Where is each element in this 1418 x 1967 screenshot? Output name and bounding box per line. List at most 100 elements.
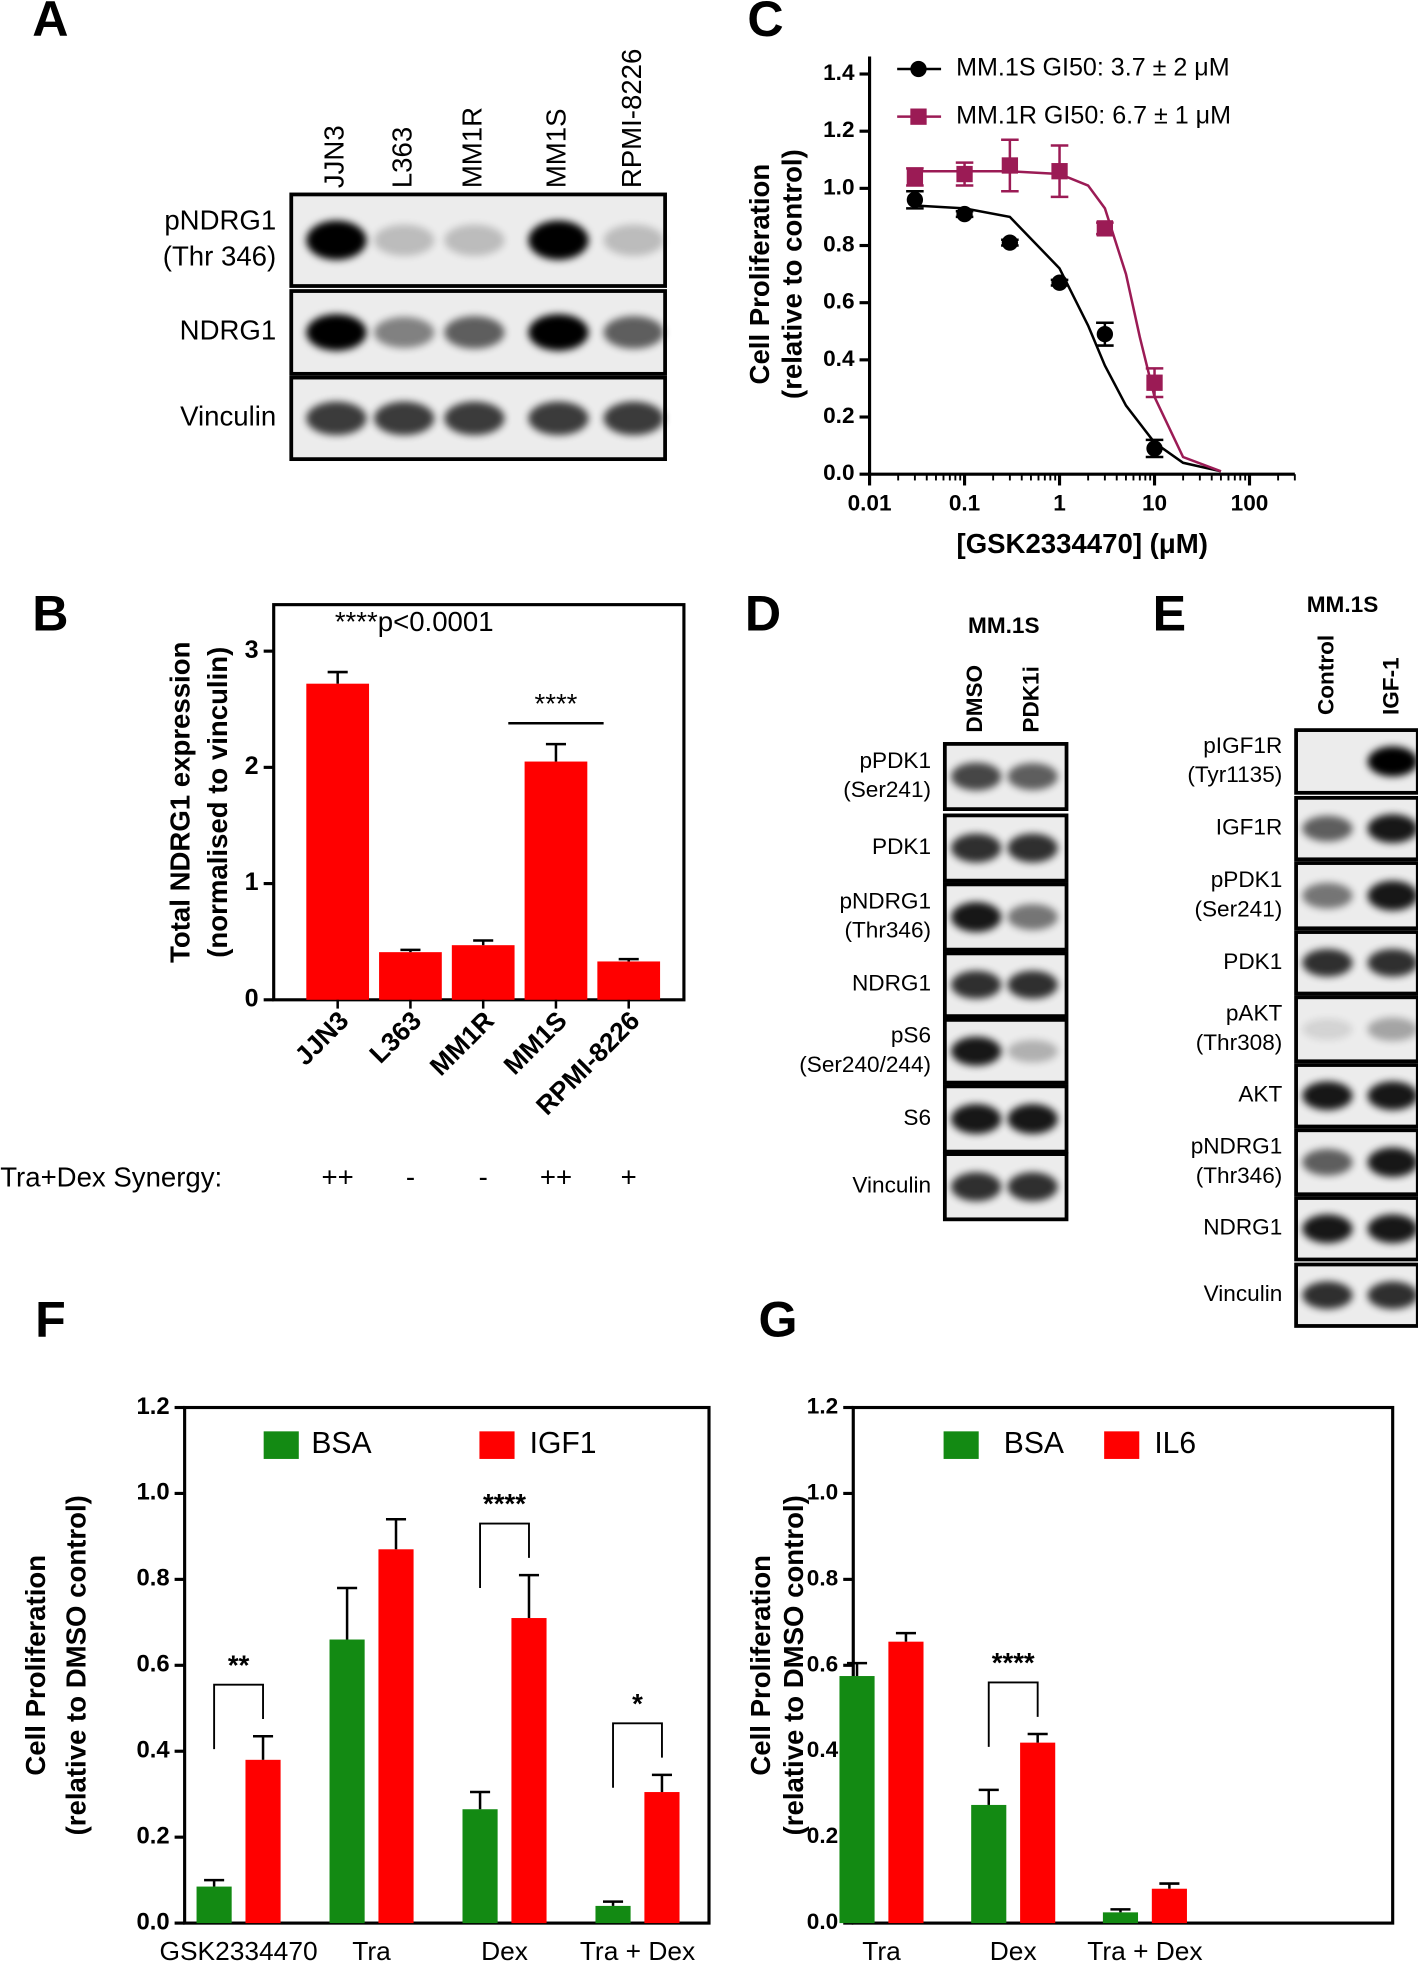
blot-band [951, 762, 1002, 791]
x-tick-label: 10 [1142, 490, 1167, 515]
y-tick-label: 0.8 [136, 1565, 169, 1592]
y-axis-label: (relative to DMSO control) [778, 1495, 809, 1835]
legend-swatch [943, 1431, 979, 1459]
x-tick-label: Tra [352, 1936, 391, 1966]
marker [956, 165, 973, 183]
blot-band [1367, 1017, 1418, 1042]
blot-band [951, 970, 1002, 999]
y-tick-label: 1.0 [136, 1479, 169, 1506]
legend-label: MM.1S GI50: 3.7 ± 2 μM [956, 54, 1230, 82]
lane-label: MM1R [457, 107, 488, 188]
row-label: Vinculin [180, 401, 276, 432]
x-axis-label: [GSK2334470] (μM) [957, 528, 1208, 559]
row-label: (Thr308) [1196, 1030, 1283, 1055]
marker [1001, 157, 1019, 174]
y-tick-label: 2 [245, 752, 259, 780]
row-label: (Ser241) [843, 777, 931, 802]
row-label: (Thr 346) [163, 240, 276, 271]
blot-band [1302, 815, 1353, 842]
row-label: pNDRG1 [839, 888, 931, 913]
y-tick-label: 0.2 [136, 1822, 169, 1849]
bar [524, 761, 588, 1000]
marker [1051, 163, 1068, 180]
y-tick-label: 0.0 [136, 1908, 169, 1935]
synergy-value: + [621, 1161, 637, 1192]
x-tick-label: 100 [1231, 490, 1269, 515]
blot-band [1367, 814, 1418, 843]
blot-band [1007, 1172, 1058, 1202]
blot-band [1367, 1214, 1418, 1244]
x-tick-label: 0.1 [949, 490, 980, 515]
blot-band [1007, 1104, 1058, 1134]
significance-bracket [213, 1683, 264, 1750]
blot-band [1302, 948, 1353, 977]
significance-label: ** [228, 1649, 250, 1680]
blot-band [1302, 1281, 1353, 1310]
blot-band [951, 1036, 1002, 1066]
blot-header: MM.1S [1307, 592, 1379, 617]
blot-band [1302, 1081, 1353, 1111]
blot-band [374, 316, 435, 348]
y-tick-label: 0.6 [807, 1651, 838, 1676]
y-tick-label: 0.4 [807, 1737, 839, 1762]
y-tick-label: 0.8 [823, 231, 854, 256]
x-tick-label: JJN3 [289, 1005, 355, 1071]
row-label: S6 [903, 1105, 931, 1130]
y-axis-label: Cell Proliferation [745, 1555, 776, 1776]
x-tick-label: Dex [481, 1936, 528, 1966]
bar [329, 1639, 365, 1924]
panel-label: C [747, 0, 783, 47]
y-tick-label: 1.2 [136, 1393, 169, 1420]
blot-band [374, 224, 435, 256]
legend-label: IL6 [1154, 1427, 1196, 1460]
lane-label: RPMI-8226 [616, 49, 647, 188]
synergy-value: ++ [540, 1161, 572, 1192]
legend-label: IGF1 [530, 1427, 597, 1460]
legend-label: MM.1R GI50: 6.7 ± 1 μM [956, 101, 1231, 129]
row-label: PDK1 [872, 834, 931, 859]
y-tick-label: 3 [245, 636, 259, 664]
legend-swatch [263, 1431, 299, 1459]
marker [1146, 374, 1163, 391]
synergy-value: - [406, 1161, 415, 1192]
bar [1151, 1888, 1187, 1924]
blot-band [1302, 882, 1353, 909]
panel-label: A [32, 0, 68, 47]
blot-header: MM.1S [968, 613, 1040, 638]
y-tick-label: 1.0 [807, 1479, 838, 1504]
row-label: (Thr346) [844, 918, 931, 943]
blot-band [1367, 948, 1418, 977]
blot-band [951, 1172, 1002, 1202]
blot-band [1367, 1281, 1418, 1310]
y-axis-label: Cell Proliferation [20, 1555, 51, 1776]
row-label: (Thr346) [1196, 1163, 1283, 1188]
blot-band [1007, 904, 1058, 930]
y-tick-label: 1 [245, 868, 259, 896]
row-label: pIGF1R [1203, 733, 1282, 758]
blot-band [1007, 970, 1058, 999]
bar [379, 952, 442, 1000]
row-label: pNDRG1 [1191, 1134, 1283, 1159]
significance-bracket [987, 1681, 1039, 1747]
row-label: NDRG1 [1203, 1215, 1282, 1240]
marker [1001, 234, 1019, 251]
panel-label: G [758, 1292, 797, 1348]
y-tick-label: 1.2 [823, 117, 854, 142]
significance-label: * [632, 1688, 643, 1719]
row-label: NDRG1 [852, 971, 931, 996]
bar [644, 1792, 680, 1924]
row-label: pNDRG1 [164, 205, 276, 236]
significance-bracket [612, 1722, 663, 1788]
bar [306, 683, 370, 1000]
row-label: pPDK1 [1211, 867, 1283, 892]
marker [1096, 220, 1114, 237]
synergy-value: - [479, 1161, 488, 1192]
synergy-value: ++ [322, 1161, 354, 1192]
bar [1020, 1742, 1056, 1924]
marker [1146, 440, 1163, 457]
x-tick-label: L363 [363, 1005, 427, 1069]
row-label: (Tyr1135) [1187, 762, 1282, 787]
plot-frame [851, 1405, 1395, 1925]
lane-label: IGF-1 [1379, 657, 1404, 715]
x-tick-label: 0.01 [848, 490, 892, 515]
